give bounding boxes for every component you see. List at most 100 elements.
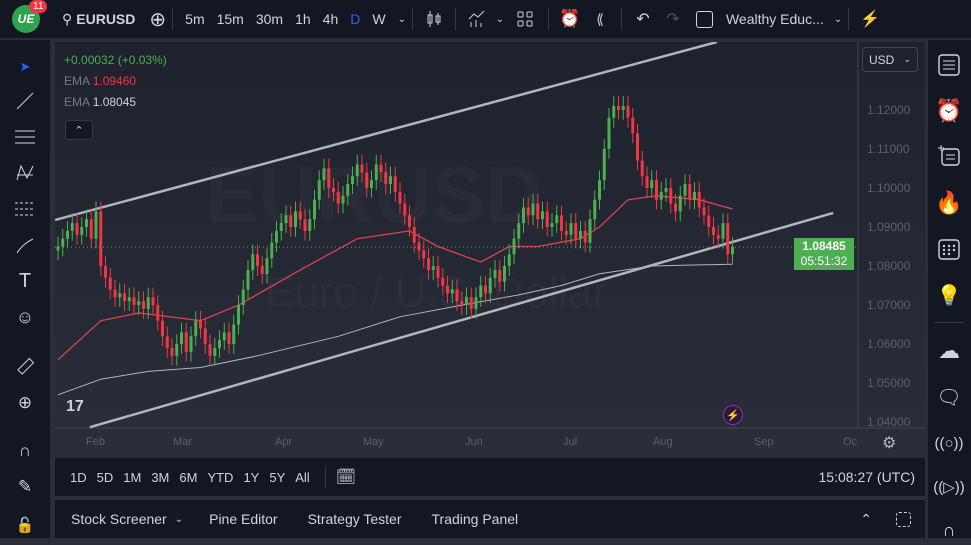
candle[interactable]	[436, 256, 440, 288]
candle[interactable]	[493, 260, 497, 288]
candle[interactable]	[156, 295, 160, 331]
candle[interactable]	[341, 186, 345, 214]
candle[interactable]	[564, 221, 568, 245]
candle[interactable]	[693, 182, 696, 210]
candle[interactable]	[465, 287, 468, 315]
candle[interactable]	[550, 213, 554, 237]
candle[interactable]	[655, 170, 658, 210]
candle[interactable]	[279, 213, 283, 241]
screener-chevron-icon[interactable]: ⌄	[174, 513, 184, 525]
range-3m[interactable]: 3M	[151, 469, 170, 485]
candle[interactable]	[298, 201, 302, 229]
symbol-search[interactable]: ⚲ EURUSD	[62, 0, 135, 38]
magnet-icon[interactable]: ∩	[18, 441, 32, 460]
candle[interactable]	[146, 287, 150, 319]
candle[interactable]	[716, 225, 720, 249]
candle[interactable]	[731, 237, 734, 265]
candle[interactable]	[308, 209, 312, 241]
candle[interactable]	[517, 213, 521, 249]
candle[interactable]	[621, 96, 625, 120]
alert-clock-icon[interactable]: ⏰	[559, 9, 581, 28]
candle[interactable]	[180, 322, 183, 354]
candle[interactable]	[151, 287, 155, 315]
candle[interactable]	[313, 189, 316, 229]
candle[interactable]	[365, 162, 369, 198]
candle[interactable]	[327, 158, 331, 198]
candle[interactable]	[631, 107, 635, 144]
range-5d[interactable]: 5D	[96, 469, 114, 485]
channel-trendline[interactable]	[89, 211, 834, 429]
range-5y[interactable]: 5Y	[269, 469, 286, 485]
candle[interactable]	[351, 166, 354, 194]
candle[interactable]	[640, 150, 644, 187]
candle[interactable]	[118, 283, 122, 308]
ema-slow-legend[interactable]: EMA 1.08045	[64, 92, 167, 113]
candle[interactable]	[422, 240, 426, 268]
candle[interactable]	[507, 244, 511, 276]
candle[interactable]	[170, 338, 174, 366]
zoom-in-icon[interactable]: ⊕	[17, 393, 33, 412]
candle[interactable]	[469, 287, 473, 319]
candle[interactable]	[336, 182, 340, 214]
candle[interactable]	[227, 322, 231, 354]
trend-line-icon[interactable]	[12, 88, 38, 114]
candle[interactable]	[208, 334, 212, 366]
candle[interactable]	[441, 267, 445, 296]
candle[interactable]	[450, 279, 454, 304]
candle[interactable]	[431, 256, 435, 280]
interval-30m[interactable]: 30m	[255, 11, 284, 27]
candle[interactable]	[203, 318, 207, 354]
candle[interactable]	[645, 166, 649, 198]
candle[interactable]	[232, 314, 236, 354]
candle[interactable]	[332, 178, 335, 202]
tab-strategy-tester[interactable]: Strategy Tester	[307, 511, 402, 527]
candle[interactable]	[94, 201, 98, 249]
candle[interactable]	[427, 248, 430, 280]
candle[interactable]	[697, 182, 701, 218]
candle[interactable]	[617, 96, 620, 120]
candle[interactable]	[498, 260, 502, 292]
candle[interactable]	[707, 205, 711, 237]
candle[interactable]	[303, 209, 307, 241]
candle[interactable]	[199, 310, 202, 339]
candle[interactable]	[712, 217, 715, 245]
candle[interactable]	[526, 197, 530, 226]
candle[interactable]	[455, 279, 459, 311]
candle[interactable]	[384, 162, 388, 194]
interval-4h[interactable]: 4h	[322, 11, 339, 27]
candle[interactable]	[175, 334, 179, 366]
candle[interactable]	[555, 205, 559, 233]
candle[interactable]	[123, 283, 126, 311]
candle[interactable]	[374, 154, 378, 190]
text-icon[interactable]: T	[18, 269, 32, 292]
hotlist-icon[interactable]	[934, 140, 964, 170]
event-lightning-icon[interactable]: ⚡	[723, 405, 743, 425]
candle[interactable]	[650, 170, 654, 198]
candle[interactable]	[403, 193, 407, 226]
candle[interactable]	[588, 209, 592, 253]
candle[interactable]	[222, 322, 226, 350]
candle[interactable]	[702, 197, 706, 226]
candle[interactable]	[398, 182, 402, 214]
indicators-icon[interactable]	[462, 0, 492, 38]
lock-icon[interactable]: 🔓	[15, 517, 35, 534]
quick-search-icon[interactable]: ⚡	[860, 11, 881, 28]
candle[interactable]	[270, 232, 274, 268]
candle[interactable]	[488, 267, 492, 304]
range-1d[interactable]: 1D	[70, 469, 87, 485]
candle[interactable]	[612, 96, 616, 128]
candle[interactable]	[669, 178, 673, 214]
cursor-icon[interactable]: ➤	[19, 59, 31, 74]
candle[interactable]	[579, 221, 582, 249]
candle[interactable]	[218, 330, 221, 358]
candle[interactable]	[246, 260, 250, 300]
interval-W[interactable]: W	[372, 11, 386, 27]
interval-15m[interactable]: 15m	[216, 11, 244, 27]
candle[interactable]	[522, 197, 525, 233]
layout-checkbox-icon[interactable]	[688, 0, 722, 38]
expand-panel-chevron-up-icon[interactable]: ⌃	[860, 510, 872, 527]
user-avatar[interactable]: UE 11	[12, 0, 48, 33]
range-1m[interactable]: 1M	[123, 469, 142, 485]
ruler-icon[interactable]	[12, 354, 38, 380]
layouts-grid-icon[interactable]	[508, 0, 542, 38]
